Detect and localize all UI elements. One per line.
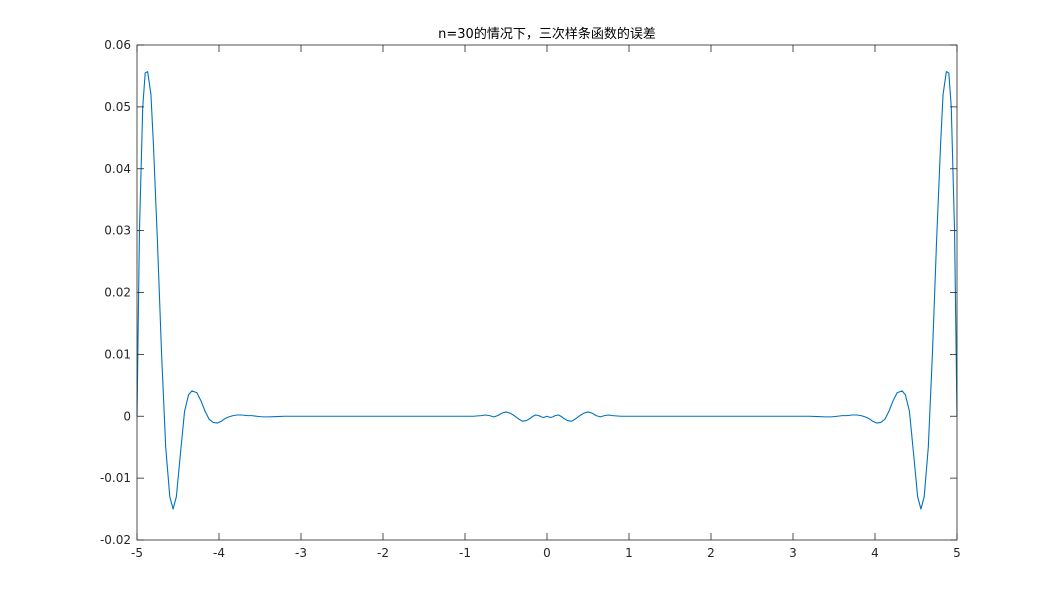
x-tick-label: -2 [377,546,389,560]
x-tick-label: -5 [131,546,143,560]
y-tick-label: 0.04 [104,162,131,176]
y-tick-label: 0 [123,409,131,423]
y-tick-label: 0.06 [104,38,131,52]
x-tick-label: 0 [543,546,551,560]
x-tick-label: 4 [871,546,879,560]
y-tick-label: 0.01 [104,347,131,361]
axes-layer: -5 -4 -3 -2 -1 0 1 2 3 4 5 -0.02 -0.01 0 0.01 0.02 0.03 0… [100,38,961,560]
chart-title: n=30的情况下，三次样条函数的误差 [438,26,656,42]
x-tick-label: 1 [625,546,633,560]
x-tick-label: -3 [295,546,307,560]
y-tick-label: 0.05 [104,100,131,114]
y-tick-label: -0.01 [100,471,131,485]
y-tick-label: 0.02 [104,286,131,300]
x-tick-label: 2 [707,546,715,560]
x-tick-label: -4 [213,546,225,560]
plot-area-background [137,45,957,540]
y-tick-label: 0.03 [104,224,131,238]
y-tick-label: -0.02 [100,533,131,547]
x-tick-label: -1 [459,546,471,560]
data-layer [136,71,958,510]
x-tick-label: 3 [789,546,797,560]
x-tick-label: 5 [953,546,961,560]
series-line-0 [136,71,958,510]
